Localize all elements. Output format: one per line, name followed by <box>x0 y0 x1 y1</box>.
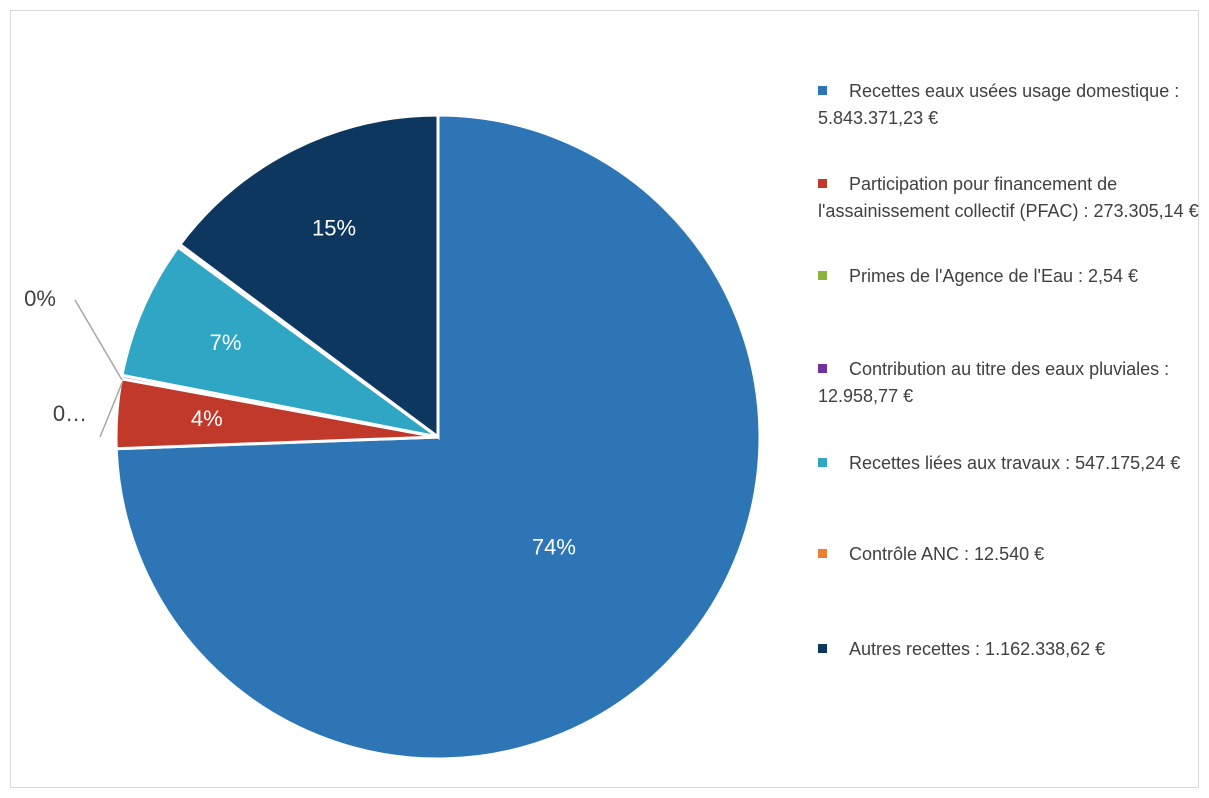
legend-entry: Recettes liées aux travaux : 547.175,24 … <box>818 450 1203 477</box>
legend-entry: Contrôle ANC : 12.540 € <box>818 541 1203 568</box>
pie-slice <box>177 113 440 440</box>
data-label: 4% <box>191 406 223 431</box>
legend-swatch <box>818 643 827 653</box>
data-label: 7% <box>210 330 242 355</box>
data-label: 15% <box>312 216 356 241</box>
legend-entry: Contribution au titre des eaux pluviales… <box>818 356 1203 410</box>
legend-entry: Recettes eaux usées usage domestique : 5… <box>818 78 1203 132</box>
legend-label: Recettes liées aux travaux : 547.175,24 … <box>849 453 1181 473</box>
legend-label: Participation pour financement de l'assa… <box>818 174 1199 221</box>
pie-slice <box>120 244 439 439</box>
legend-entry: Participation pour financement de l'assa… <box>818 171 1203 225</box>
legend-label: Recettes eaux usées usage domestique : 5… <box>818 81 1180 128</box>
legend-swatch <box>818 363 827 373</box>
chart-frame <box>10 10 1199 788</box>
legend-label: Contrôle ANC : 12.540 € <box>849 544 1045 564</box>
legend-entry: Primes de l'Agence de l'Eau : 2,54 € <box>818 263 1203 290</box>
legend-swatch <box>818 457 827 467</box>
leader-line <box>74 299 123 381</box>
leader-line <box>99 382 123 438</box>
legend-label: Contribution au titre des eaux pluviales… <box>818 359 1170 406</box>
data-label: 74% <box>532 535 576 560</box>
legend-swatch <box>818 270 827 280</box>
legend-entry: Autres recettes : 1.162.338,62 € <box>818 636 1203 663</box>
legend-label: Autres recettes : 1.162.338,62 € <box>849 639 1106 659</box>
data-label: 0… <box>53 401 87 426</box>
legend-swatch <box>818 178 827 188</box>
legend-swatch <box>818 548 827 558</box>
legend-label: Primes de l'Agence de l'Eau : 2,54 € <box>849 266 1139 286</box>
data-label: 0% <box>24 286 56 311</box>
legend-swatch <box>818 85 827 95</box>
